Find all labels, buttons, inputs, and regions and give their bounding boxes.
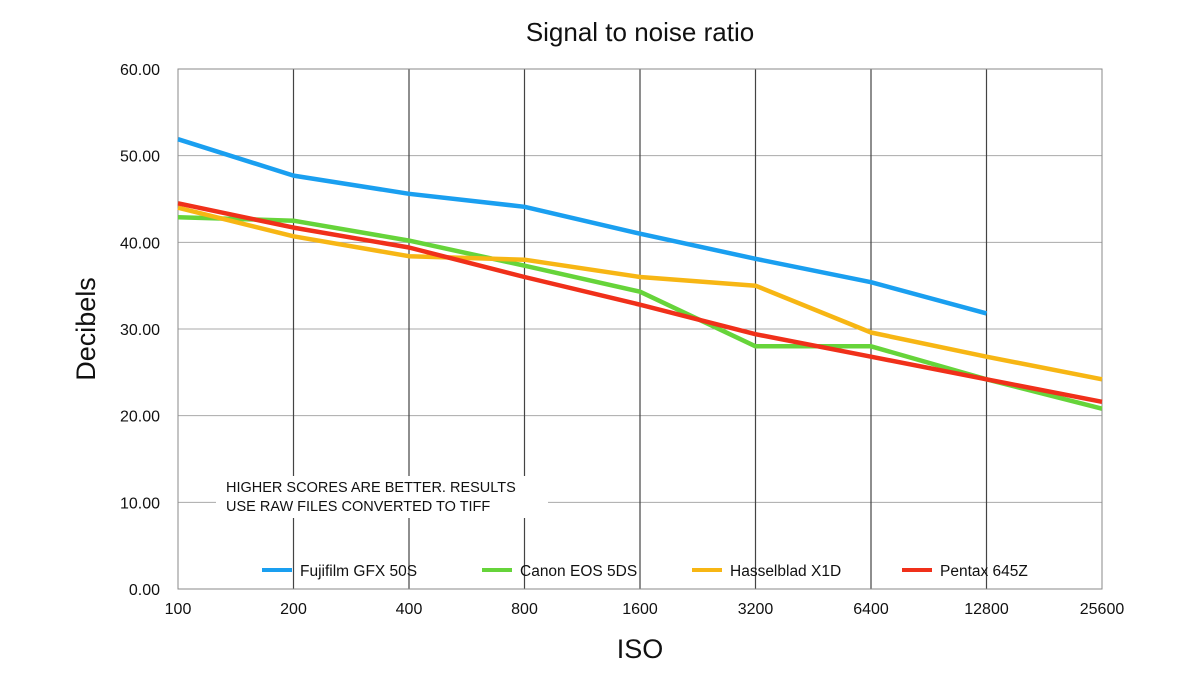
x-tick-label: 400	[396, 601, 423, 618]
legend-label: Hasselblad X1D	[730, 563, 841, 580]
y-axis-title: Decibels	[71, 277, 101, 381]
x-tick-label: 3200	[738, 601, 774, 618]
x-tick-label: 100	[165, 601, 192, 618]
note-line-2: USE RAW FILES CONVERTED TO TIFF	[226, 499, 490, 515]
x-tick-label: 25600	[1080, 601, 1125, 618]
y-tick-label: 20.00	[120, 409, 160, 426]
x-tick-label: 6400	[853, 601, 889, 618]
x-tick-label: 800	[511, 601, 538, 618]
legend-label: Fujifilm GFX 50S	[300, 563, 417, 580]
series-line-2	[177, 205, 1103, 382]
y-tick-label: 30.00	[120, 322, 160, 339]
x-tick-labels: 100 200 400 800 1600 3200 6400 12800 25600	[165, 601, 1125, 618]
y-tick-label: 40.00	[120, 235, 160, 252]
series-line-3	[177, 201, 1103, 405]
legend: Fujifilm GFX 50S Canon EOS 5DS Hasselblad …	[262, 563, 1028, 580]
y-tick-labels: 0.00 10.00 20.00 30.00 40.00 50.00 60.00	[120, 62, 160, 599]
y-tick-label: 50.00	[120, 149, 160, 166]
note-line-1: HIGHER SCORES ARE BETTER. RESULTS	[226, 480, 516, 496]
note-box: HIGHER SCORES ARE BETTER. RESULTS USE RA…	[216, 476, 548, 518]
x-axis-title: ISO	[617, 634, 664, 664]
y-tick-label: 0.00	[129, 582, 160, 599]
series-lines	[177, 137, 1103, 411]
plot-frame	[177, 68, 1103, 590]
legend-label: Pentax 645Z	[940, 563, 1028, 580]
series-line-1	[177, 214, 1103, 411]
grid	[177, 68, 1103, 590]
chart-title: Signal to noise ratio	[526, 17, 754, 47]
note-background	[216, 476, 548, 518]
x-tick-label: 1600	[622, 601, 658, 618]
series-line-0	[177, 137, 988, 316]
y-tick-label: 60.00	[120, 62, 160, 79]
x-tick-label: 12800	[964, 601, 1009, 618]
legend-label: Canon EOS 5DS	[520, 563, 637, 580]
y-tick-label: 10.00	[120, 495, 160, 512]
x-tick-label: 200	[280, 601, 307, 618]
